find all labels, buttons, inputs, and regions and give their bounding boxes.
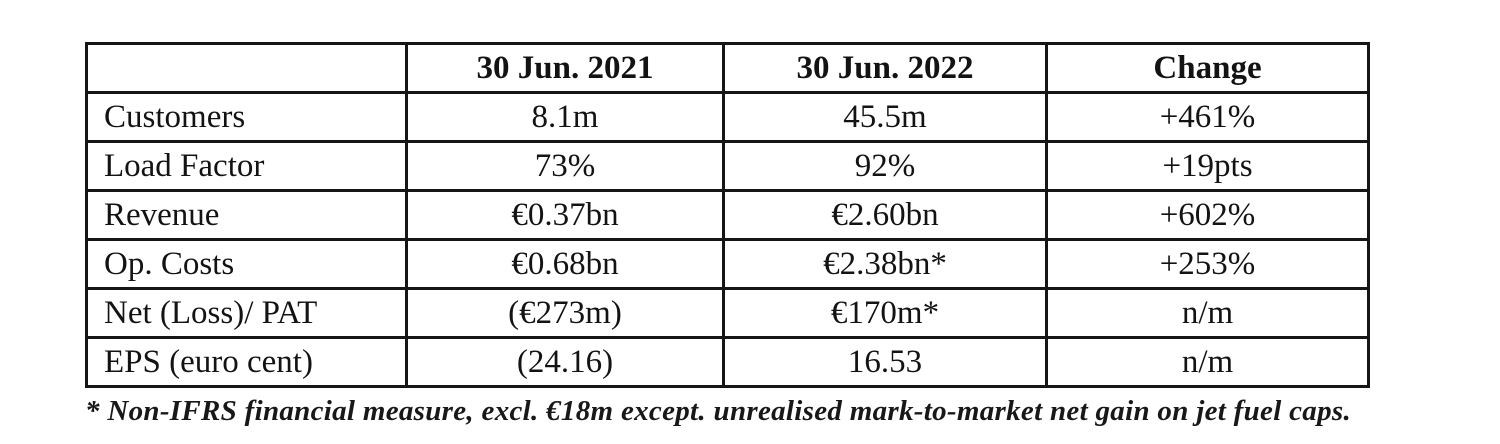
cell-label: Op. Costs xyxy=(85,238,408,290)
table-row-revenue: Revenue €0.37bn €2.60bn +602% xyxy=(85,189,1370,241)
results-table: 30 Jun. 2021 30 Jun. 2022 Change Custome… xyxy=(85,42,1370,388)
cell-change: +602% xyxy=(1045,189,1370,241)
table-row-eps: EPS (euro cent) (24.16) 16.53 n/m xyxy=(85,336,1370,388)
header-30-jun-2021: 30 Jun. 2021 xyxy=(405,42,725,94)
cell-label: Load Factor xyxy=(85,140,408,192)
cell-label: Customers xyxy=(85,91,408,143)
cell-change: n/m xyxy=(1045,287,1370,339)
table-row-net-loss-pat: Net (Loss)/ PAT (€273m) €170m* n/m xyxy=(85,287,1370,339)
header-30-jun-2022: 30 Jun. 2022 xyxy=(722,42,1048,94)
cell-2021: €0.68bn xyxy=(405,238,725,290)
cell-change: n/m xyxy=(1045,336,1370,388)
cell-2021: 8.1m xyxy=(405,91,725,143)
cell-2021: (€273m) xyxy=(405,287,725,339)
table-row-op-costs: Op. Costs €0.68bn €2.38bn* +253% xyxy=(85,238,1370,290)
cell-change: +461% xyxy=(1045,91,1370,143)
cell-change: +19pts xyxy=(1045,140,1370,192)
cell-2021: €0.37bn xyxy=(405,189,725,241)
cell-2022: 45.5m xyxy=(722,91,1048,143)
table-row-load-factor: Load Factor 73% 92% +19pts xyxy=(85,140,1370,192)
cell-2021: 73% xyxy=(405,140,725,192)
cell-label: Net (Loss)/ PAT xyxy=(85,287,408,339)
table-row-customers: Customers 8.1m 45.5m +461% xyxy=(85,91,1370,143)
cell-2022: €2.60bn xyxy=(722,189,1048,241)
cell-2022: 16.53 xyxy=(722,336,1048,388)
table-header-row: 30 Jun. 2021 30 Jun. 2022 Change xyxy=(85,42,1370,94)
footnote: * Non-IFRS financial measure, excl. €18m… xyxy=(85,395,1352,427)
cell-2021: (24.16) xyxy=(405,336,725,388)
cell-label: EPS (euro cent) xyxy=(85,336,408,388)
cell-2022: €2.38bn* xyxy=(722,238,1048,290)
header-change: Change xyxy=(1045,42,1370,94)
cell-2022: €170m* xyxy=(722,287,1048,339)
header-blank xyxy=(85,42,408,94)
cell-change: +253% xyxy=(1045,238,1370,290)
cell-label: Revenue xyxy=(85,189,408,241)
cell-2022: 92% xyxy=(722,140,1048,192)
